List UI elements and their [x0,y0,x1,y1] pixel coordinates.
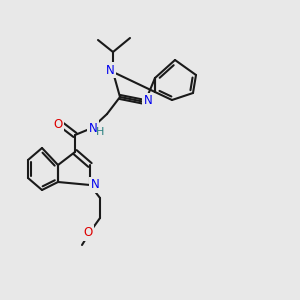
Text: O: O [53,118,63,131]
Text: N: N [88,122,98,134]
Text: N: N [106,64,114,76]
Text: N: N [144,94,152,107]
Text: N: N [91,178,99,191]
Text: O: O [83,226,93,239]
Text: H: H [96,127,104,137]
